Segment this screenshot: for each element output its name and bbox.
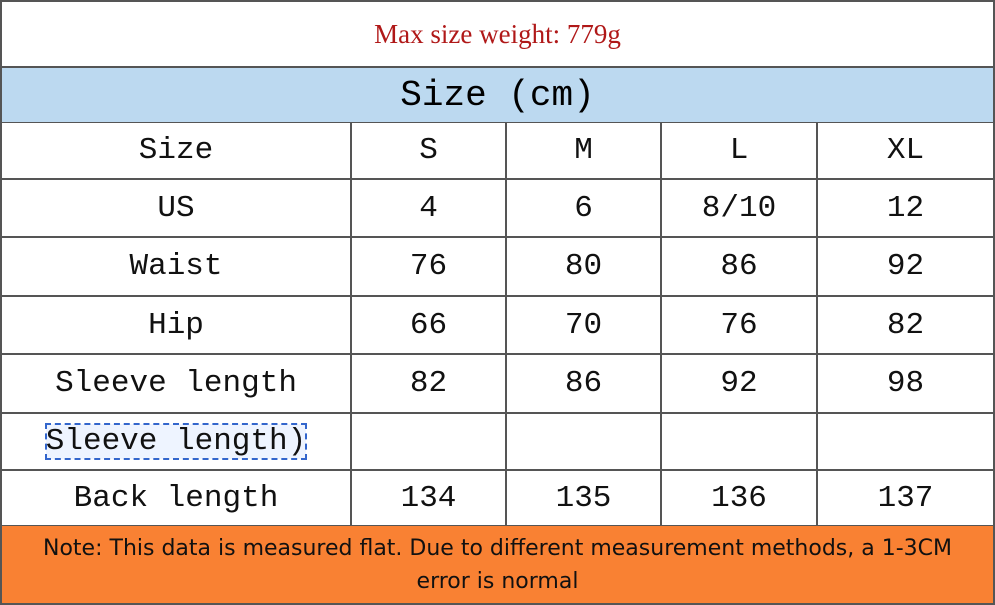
table-header: Size (cm)	[0, 66, 995, 123]
table-cell	[352, 414, 507, 471]
row-label: Sleeve length	[0, 355, 352, 414]
table-cell: 135	[507, 471, 662, 527]
row-label: Waist	[0, 238, 352, 297]
row-label: Sleeve length)	[0, 414, 352, 471]
table-cell: 86	[507, 355, 662, 414]
table-cell: 66	[352, 297, 507, 355]
row-label: US	[0, 180, 352, 238]
table-cell	[662, 414, 818, 471]
weight-caption: Max size weight: 779g	[0, 0, 995, 66]
table-cell: 80	[507, 238, 662, 297]
table-cell: 76	[352, 238, 507, 297]
row-label: Size	[0, 123, 352, 180]
table-cell: M	[507, 123, 662, 180]
table-cell: 82	[352, 355, 507, 414]
table-cell: XL	[818, 123, 995, 180]
table-cell: 76	[662, 297, 818, 355]
table-cell: 137	[818, 471, 995, 527]
table-cell: S	[352, 123, 507, 180]
table-cell: 8/10	[662, 180, 818, 238]
table-cell: 86	[662, 238, 818, 297]
table-cell: 92	[818, 238, 995, 297]
table-cell: 12	[818, 180, 995, 238]
row-label: Hip	[0, 297, 352, 355]
table-cell: 98	[818, 355, 995, 414]
table-cell: 134	[352, 471, 507, 527]
table-cell: 82	[818, 297, 995, 355]
table-cell: 136	[662, 471, 818, 527]
selected-text: Sleeve length)	[44, 423, 308, 460]
row-label: Back length	[0, 471, 352, 527]
table-cell: 4	[352, 180, 507, 238]
size-table: Size S M L XL US 4 6 8/10 12 Waist 76 80 86 92 Hip 66 70 7…	[0, 123, 995, 527]
table-cell: L	[662, 123, 818, 180]
table-cell	[507, 414, 662, 471]
note: Note: This data is measured flat. Due to…	[0, 526, 995, 605]
table-cell: 70	[507, 297, 662, 355]
table-cell	[818, 414, 995, 471]
table-cell: 6	[507, 180, 662, 238]
table-cell: 92	[662, 355, 818, 414]
